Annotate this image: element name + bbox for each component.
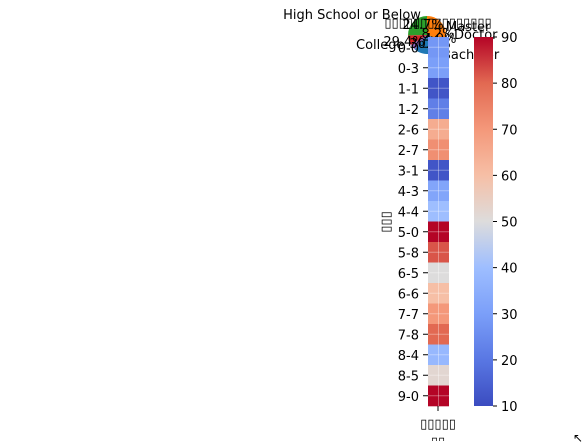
heatmap-cell [428, 119, 449, 140]
colorbar-tick-label: 80 [501, 77, 518, 92]
heatmap-y-tick-label: 8-5 [398, 369, 419, 384]
heatmap-cell [428, 180, 449, 202]
heatmap-cell [428, 98, 449, 120]
heatmap [428, 37, 449, 407]
heatmap-cell [428, 242, 449, 263]
colorbar-tick-label: 90 [501, 31, 518, 46]
pie-slice-percent: 29.4% [383, 35, 424, 50]
heatmap-y-tick-label: 0-3 [398, 62, 419, 77]
heatmap-y-tick-label: 2-7 [398, 144, 419, 159]
colorbar-ticks: 10 20 30 40 50 60 70 80 90 [493, 31, 518, 415]
heatmap-y-tick-label: 1-1 [398, 82, 419, 97]
heatmap-y-tick-label: 5-8 [398, 246, 419, 261]
pie-slice-label: High School or Below [283, 8, 421, 23]
heatmap-y-tick-label: 0-0 [398, 41, 419, 56]
pie-slice [427, 16, 447, 42]
mouse-cursor-icon: ↖ [573, 431, 583, 445]
heatmap-y-tick-label: 7-7 [398, 308, 419, 323]
heatmap-x-tick-label: ▯▯▯▯▯ [420, 417, 456, 432]
colorbar-tick-label: 60 [501, 169, 518, 184]
heatmap-y-tick-labels: 0-0 0-3 1-1 1-2 2-6 2-7 3-1 4-3 4-4 5-0 5-8 6-5 6-6 7… [398, 41, 428, 405]
heatmap-cell [428, 324, 449, 345]
heatmap-y-tick-label: 4-3 [398, 185, 419, 200]
heatmap-cell [428, 160, 449, 181]
heatmap-cell [428, 57, 449, 79]
pie-slice-label: College [356, 38, 405, 53]
heatmap-cell [428, 344, 449, 366]
pie-slice-label: Master [446, 20, 491, 35]
colorbar-tick-label: 40 [501, 262, 518, 277]
heatmap-y-tick-label: 7-8 [398, 328, 419, 343]
heatmap-cell [428, 37, 449, 58]
heatmap-cell [428, 221, 449, 243]
heatmap-y-tick-label: 5-0 [398, 226, 419, 241]
heatmap-y-tick-label: 6-6 [398, 287, 419, 302]
heatmap-cell [428, 78, 449, 99]
heatmap-cell [428, 283, 449, 304]
colorbar [474, 37, 493, 406]
colorbar-tick-label: 30 [501, 308, 518, 323]
pie-slice [410, 35, 427, 50]
heatmap-cell [428, 303, 449, 325]
heatmap-cell [428, 365, 449, 386]
heatmap-y-tick-label: 9-0 [398, 390, 419, 405]
pie-slice [408, 16, 427, 36]
heatmap-cell [428, 262, 449, 284]
heatmap-cell [428, 201, 449, 222]
heatmap-cell [428, 385, 449, 407]
colorbar-tick-label: 10 [501, 400, 518, 415]
heatmap-cell [428, 139, 449, 161]
colorbar-tick-label: 50 [501, 216, 518, 231]
heatmap-y-tick-label: 4-4 [398, 205, 419, 220]
heatmap-y-tick-label: 2-6 [398, 123, 419, 138]
colorbar-tick-label: 20 [501, 354, 518, 369]
pie-slice [408, 35, 427, 45]
heatmap-y-tick-label: 8-4 [398, 349, 419, 364]
pie-slice-percent: 24.7% [402, 18, 443, 33]
heatmap-y-tick-label: 1-2 [398, 103, 419, 118]
heatmap-y-tick-label: 6-5 [398, 267, 419, 282]
heatmap-x-axis-label: ▯▯ [431, 435, 445, 441]
heatmap-title: ▯▯▯▯▯▯▯▯▯▯▯▯▯▯▯ [384, 16, 491, 31]
colorbar-tick-label: 70 [501, 123, 518, 138]
heatmap-y-axis-label: ▯▯▯ [379, 211, 394, 232]
heatmap-y-tick-label: 3-1 [398, 164, 419, 179]
